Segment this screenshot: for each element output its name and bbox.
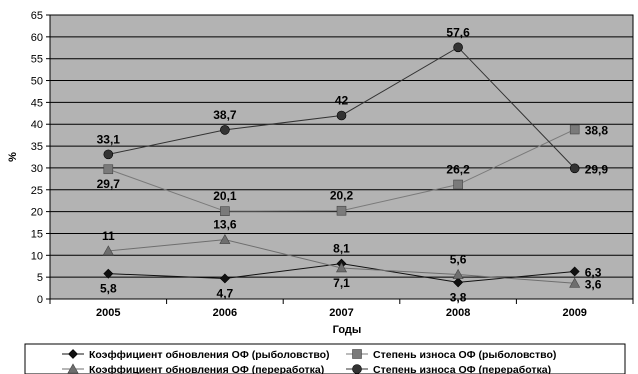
x-tick-label: 2006 (213, 307, 237, 319)
data-label: 5,6 (450, 253, 467, 267)
data-point (103, 268, 114, 279)
data-point (220, 125, 230, 135)
data-label: 26,2 (446, 163, 470, 177)
data-label: 6,3 (585, 265, 602, 279)
y-tick-label: 5 (37, 272, 43, 284)
y-tick-label: 10 (31, 250, 43, 262)
data-label: 57,6 (446, 25, 470, 39)
data-label: 13,6 (213, 218, 237, 232)
y-tick-label: 45 (31, 97, 43, 109)
x-tick-label: 2009 (562, 307, 586, 319)
data-point (569, 277, 581, 288)
legend: Коэффициент обновления ОФ (рыболовство) С… (24, 343, 626, 374)
y-tick-label: 60 (31, 32, 43, 44)
x-tick-label: 2005 (96, 307, 120, 319)
data-label: 5,8 (100, 282, 117, 296)
data-label: 29,9 (585, 162, 609, 176)
legend-box (24, 343, 626, 374)
y-tick-label: 20 (31, 207, 43, 219)
data-label: 20,1 (213, 189, 237, 203)
legend-marker (352, 364, 362, 374)
data-labels: 5,8 4,7 8,1 3,8 6,3 29,7 20,1 20,2 26,2 38,8 11 13,… (97, 25, 609, 304)
y-tick-label: 40 (31, 119, 43, 131)
data-point (569, 124, 580, 135)
y-tick-label: 15 (31, 228, 43, 240)
plot-area (49, 14, 634, 300)
data-point (453, 42, 463, 53)
data-point (452, 268, 464, 279)
data-point (103, 164, 114, 175)
x-tick-label: 2007 (329, 307, 353, 319)
legend-label: Коэффициент обновления ОФ (рыболовство) (89, 349, 330, 361)
data-point (219, 273, 230, 284)
data-label: 3,6 (585, 277, 602, 291)
data-label: 11 (102, 229, 115, 243)
data-point (453, 277, 464, 288)
legend-marker (67, 363, 79, 374)
y-tick-label: 0 (37, 294, 43, 306)
data-label: 4,7 (217, 286, 234, 300)
data-point (569, 266, 580, 277)
data-point (336, 205, 347, 216)
data-label: 38,8 (585, 123, 609, 137)
plot-background (49, 14, 634, 300)
data-point (103, 149, 114, 160)
data-point (219, 233, 231, 244)
data-point (220, 206, 230, 216)
data-point (453, 179, 463, 190)
data-point (335, 262, 348, 273)
data-label: 33,1 (97, 132, 121, 146)
legend-label: Степень износа ОФ (рыболовство) (373, 349, 556, 361)
series-markers (102, 42, 581, 288)
x-axis-title: Годы (333, 324, 362, 336)
legend-marker (68, 349, 78, 359)
data-label: 29,7 (97, 177, 121, 191)
data-point (569, 163, 580, 174)
axes: 0 5 10 15 20 25 30 35 40 45 50 55 60 65 2005 2006 2007 20… (31, 10, 634, 319)
data-label: 7,1 (333, 276, 350, 290)
y-tick-label: 30 (31, 163, 43, 175)
data-label: 3,8 (450, 290, 467, 304)
x-tick-label: 2008 (446, 307, 470, 319)
data-label: 8,1 (333, 242, 350, 256)
y-tick-label: 55 (31, 54, 43, 66)
gridlines (50, 14, 633, 278)
y-tick-label: 65 (31, 10, 43, 22)
y-tick-label: 25 (31, 185, 43, 197)
legend-marker (352, 349, 362, 359)
y-tick-label: 35 (31, 141, 43, 153)
data-point (336, 110, 347, 121)
y-axis-title: % (7, 152, 19, 162)
data-label: 42 (335, 93, 349, 107)
data-point (102, 245, 114, 256)
data-label: 38,7 (213, 108, 237, 122)
y-tick-label: 50 (31, 76, 43, 88)
legend-label: Степень износа ОФ (переработка) (373, 364, 551, 374)
data-label: 20,2 (330, 189, 354, 203)
legend-label: Коэффициент обновления ОФ (переработка) (89, 364, 324, 374)
